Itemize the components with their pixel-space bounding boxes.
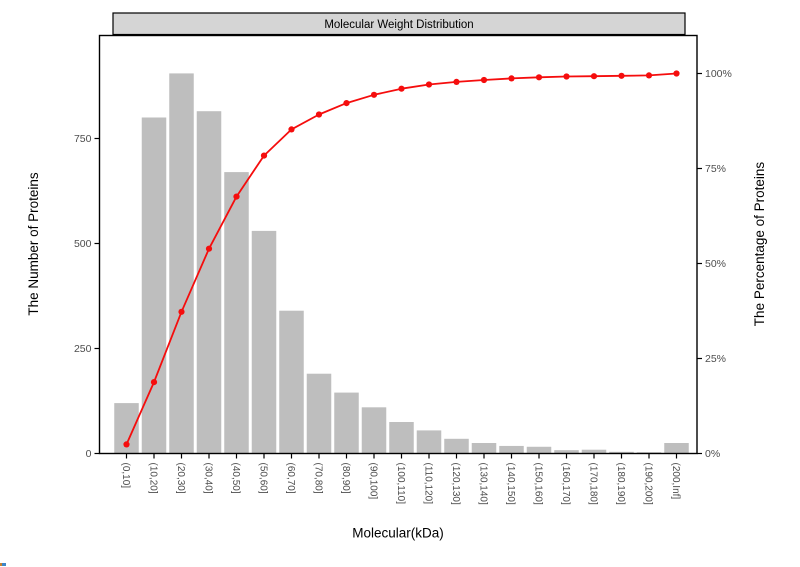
bar: [251, 230, 277, 454]
data-point: [370, 91, 378, 98]
x-tick-label: (0,10]: [120, 463, 131, 489]
bar: [279, 310, 304, 454]
x-tick-label: (30,40]: [203, 463, 214, 494]
data-point: [178, 308, 185, 315]
x-tick-label: (100,110]: [395, 463, 406, 505]
corner-artifact: [0, 563, 6, 566]
y-axis-right-title: The Percentage of Proteins: [752, 162, 767, 327]
data-point: [618, 72, 625, 79]
x-axis-title: Molecular(kDa): [352, 526, 444, 541]
bar: [499, 445, 524, 454]
bar: [416, 430, 442, 454]
data-point: [315, 111, 323, 118]
x-tick-label: (10,20]: [148, 463, 159, 494]
data-point: [535, 74, 543, 81]
x-tick-label: (130,140]: [478, 463, 489, 505]
y-axis-left-title: The Number of Proteins: [26, 172, 41, 316]
x-tick-label: (80,90]: [340, 463, 351, 494]
bar: [141, 117, 167, 454]
data-point: [233, 193, 240, 200]
x-tick-label: (50,60]: [258, 463, 269, 494]
x-tick-label: (180,190]: [615, 463, 626, 505]
cumulative-line-layer: [123, 70, 680, 448]
ticks-layer: 0 250 500 750 0% 25% 50% 75% 100% (0,10] (10,20] (2…: [74, 68, 732, 505]
x-tick-label: (190,200]: [643, 463, 654, 505]
plot-panel-border: [98, 34, 698, 455]
y-right-tick-label: 100%: [705, 68, 732, 80]
y-right-tick-label: 50%: [705, 258, 726, 270]
data-point: [398, 85, 405, 92]
y-right-tick-label: 25%: [705, 353, 726, 365]
data-point: [123, 441, 130, 448]
bar: [334, 392, 359, 454]
data-point: [673, 70, 680, 77]
x-tick-label: (140,150]: [505, 463, 516, 505]
bar: [389, 422, 414, 454]
y-left-tick-label: 0: [86, 448, 92, 460]
data-point: [343, 100, 350, 107]
data-point: [150, 379, 158, 386]
bar: [471, 443, 497, 454]
y-left-tick-label: 750: [74, 133, 92, 145]
x-tick-label: (90,100]: [368, 463, 379, 500]
x-tick-label: (160,170]: [560, 463, 571, 505]
data-point: [590, 73, 598, 80]
y-left-tick-label: 500: [74, 238, 92, 250]
x-tick-label: (110,120]: [423, 463, 434, 505]
bar: [361, 407, 387, 454]
bar: [609, 451, 634, 454]
bars-layer: [114, 73, 689, 454]
data-point: [480, 76, 488, 84]
bar: [169, 73, 194, 454]
data-point: [645, 72, 653, 79]
bar: [306, 373, 332, 454]
data-point: [288, 126, 295, 133]
y-right-tick-label: 0%: [705, 448, 720, 460]
data-point: [425, 81, 433, 88]
x-tick-label: (170,180]: [588, 463, 599, 505]
x-tick-label: (200,Inf]: [670, 463, 681, 500]
bar: [196, 111, 222, 454]
x-tick-label: (70,80]: [313, 463, 324, 494]
x-tick-label: (120,130]: [450, 463, 461, 505]
bar: [581, 449, 607, 454]
title-strip: [112, 12, 686, 36]
y-left-tick-label: 250: [74, 343, 92, 355]
data-point: [508, 75, 515, 82]
x-tick-label: (40,50]: [230, 463, 241, 494]
bar: [664, 443, 689, 454]
data-point: [453, 78, 460, 85]
x-tick-label: (60,70]: [285, 463, 296, 494]
x-tick-label: (150,160]: [533, 463, 544, 505]
data-point: [205, 245, 213, 252]
chart-title: Molecular Weight Distribution: [324, 19, 473, 31]
y-right-tick-label: 75%: [705, 163, 726, 175]
bar: [224, 172, 249, 454]
data-point: [260, 152, 268, 159]
bar: [444, 438, 469, 454]
bar: [526, 446, 552, 454]
bar: [554, 450, 579, 454]
data-point: [563, 73, 570, 80]
x-tick-label: (20,30]: [175, 463, 186, 494]
